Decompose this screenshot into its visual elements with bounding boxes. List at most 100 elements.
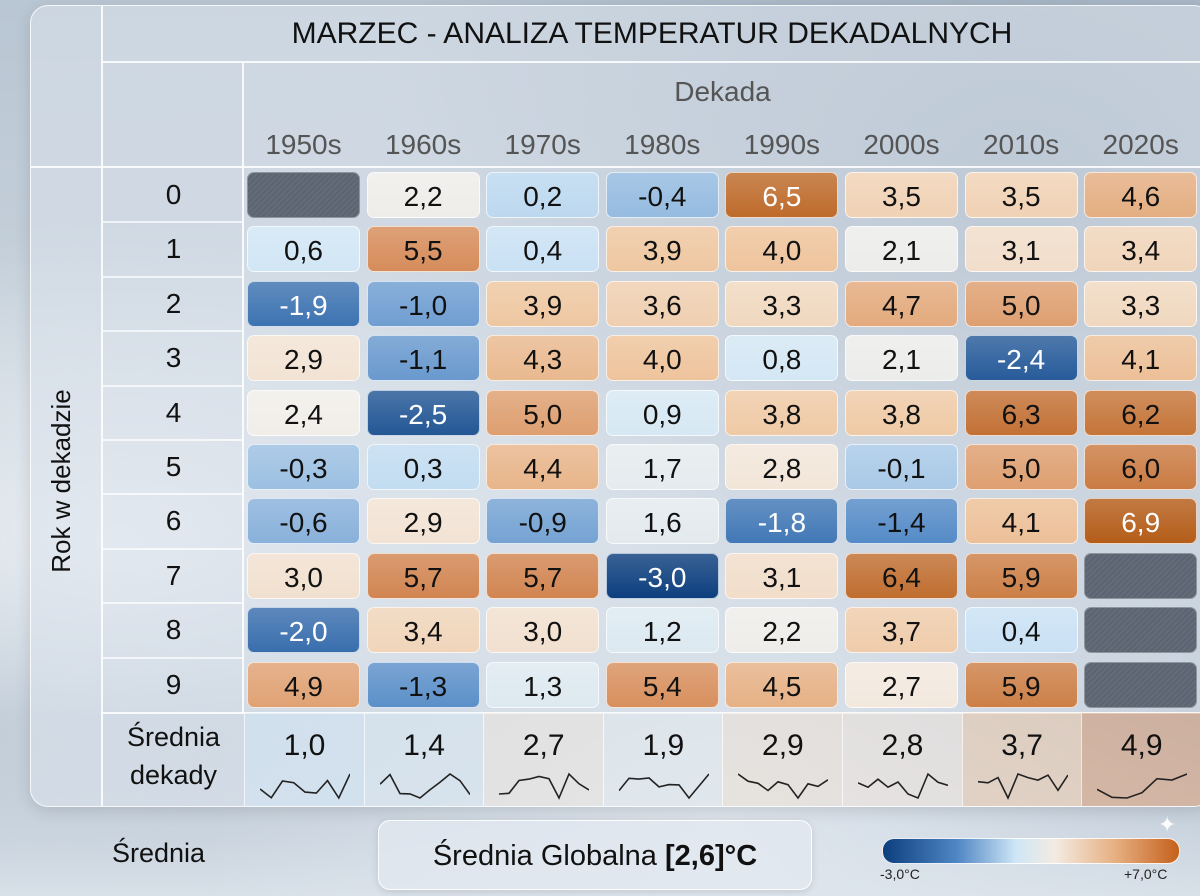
divider <box>101 61 1200 63</box>
sparkline-path <box>499 772 590 800</box>
column-header-1990s: 1990s <box>743 129 821 160</box>
summary-cell-2000s: 2,8 <box>842 713 962 806</box>
heatmap-cell: -1,4 <box>845 498 958 545</box>
summary-row-label: Średnia dekady <box>103 718 244 794</box>
heatmap-cell: 3,0 <box>486 607 600 654</box>
row-label-9: 9 <box>165 668 182 700</box>
heatmap-cell: 4,3 <box>486 335 600 382</box>
heatmap-cell: 1,3 <box>486 661 600 708</box>
heatmap-cell: -2,5 <box>366 389 480 436</box>
heatmap-cell: 3,5 <box>845 172 958 218</box>
heatmap-cell: 3,1 <box>725 552 839 599</box>
heatmap-cell: 6,0 <box>1084 444 1198 490</box>
summary-cell-1980s: 1,9 <box>602 713 723 806</box>
heatmap-cell: 3,9 <box>605 226 719 273</box>
heatmap-cell: 3,8 <box>845 389 958 436</box>
column-header-1980s: 1980s <box>624 129 701 160</box>
heatmap-cell: 3,4 <box>1084 226 1198 273</box>
heatmap-cell: 3,3 <box>725 280 839 327</box>
heatmap-cell: 4,0 <box>725 226 839 273</box>
summary-value: 3,7 <box>1001 729 1043 762</box>
heatmap-cell: 2,2 <box>725 607 839 654</box>
heatmap-cell: 5,9 <box>964 661 1078 708</box>
row-divider <box>103 493 244 496</box>
heatmap-cell: 3,8 <box>725 389 839 436</box>
summary-cell-1960s: 1,4 <box>363 713 484 806</box>
row-divider <box>103 221 244 224</box>
divider <box>31 166 1200 168</box>
heatmap-cell: 5,7 <box>486 552 600 599</box>
heatmap-cell: -1,9 <box>247 280 360 327</box>
heatmap-cell: 6,2 <box>1084 389 1198 436</box>
summary-value: 1,0 <box>283 729 326 762</box>
heatmap-cell-missing <box>247 172 360 218</box>
row-label-5: 5 <box>165 451 182 482</box>
heatmap-cell: 2,1 <box>845 226 958 273</box>
summary-value: 2,9 <box>762 729 804 762</box>
summary-value: 2,7 <box>522 729 565 762</box>
heatmap-cell: 3,7 <box>845 607 958 654</box>
row-divider <box>103 602 244 605</box>
heatmap-cell: 0,4 <box>964 607 1078 654</box>
heatmap-cell: 2,1 <box>845 335 958 382</box>
x-axis-title: Dekada <box>674 76 771 107</box>
heatmap-cell: 0,8 <box>725 335 839 382</box>
row-divider <box>103 330 244 333</box>
sparkline-path <box>618 773 709 800</box>
heatmap-cell: 4,5 <box>725 661 839 708</box>
sparkline-1980s <box>618 773 709 800</box>
heatmap-cell: 5,0 <box>964 280 1078 327</box>
heatmap-cell: -2,0 <box>247 607 360 654</box>
row-label-1: 1 <box>165 233 182 265</box>
heatmap-cell: -3,0 <box>605 552 719 599</box>
heatmap-cell: 6,5 <box>725 172 839 218</box>
summary-cell-2010s: 3,7 <box>961 713 1082 806</box>
sparkline-2000s <box>858 772 948 800</box>
heatmap-cell: 3,6 <box>605 280 719 327</box>
heatmap-cell: 1,7 <box>605 444 719 490</box>
global-average-box: Średnia Globalna [2,6]°C <box>378 820 812 890</box>
heatmap-cell: 4,1 <box>1084 335 1198 382</box>
column-header-2000s: 2000s <box>863 129 940 160</box>
row-label-2: 2 <box>165 287 182 319</box>
heatmap-cell: 4,0 <box>605 335 719 382</box>
divider <box>101 712 1200 714</box>
heatmap-cell: -1,3 <box>366 661 480 708</box>
row-label-4: 4 <box>165 396 182 428</box>
heatmap-cell: 3,0 <box>247 552 360 599</box>
legend-min-label: -3,0°C <box>880 866 920 882</box>
heatmap-cell: 4,4 <box>486 444 600 490</box>
heatmap-cell-missing <box>1084 552 1198 599</box>
heatmap-cell: 1,6 <box>605 498 719 545</box>
sparkline-2010s <box>977 772 1068 800</box>
sparkline-1990s <box>738 773 829 800</box>
row-divider <box>103 656 244 659</box>
column-header-1960s: 1960s <box>384 129 462 160</box>
column-header-1950s: 1950s <box>265 129 342 160</box>
legend-max-label: +7,0°C <box>1124 866 1168 882</box>
row-label-0: 0 <box>165 179 182 210</box>
heatmap-cell: 4,7 <box>845 280 958 327</box>
heatmap-cell: -0,3 <box>247 444 360 490</box>
heatmap-panel: MARZEC - ANALIZA TEMPERATUR DEKADALNYCH … <box>30 5 1200 807</box>
heatmap-cell: 5,0 <box>486 389 600 436</box>
summary-value: 4,9 <box>1120 729 1163 762</box>
heatmap-cell: 5,0 <box>964 444 1078 490</box>
heatmap-cell: -1,1 <box>366 335 480 382</box>
summary-cell-1970s: 2,7 <box>483 713 604 806</box>
heatmap-cell: 3,3 <box>1084 280 1198 327</box>
heatmap-cell: 6,4 <box>845 552 958 599</box>
summary-value: 1,9 <box>642 729 685 762</box>
heatmap-cell: 5,7 <box>366 552 480 599</box>
heatmap-cell: -0,1 <box>845 444 958 490</box>
heatmap-cell: 2,9 <box>247 335 360 382</box>
row-divider <box>103 439 244 441</box>
heatmap-cell: 0,9 <box>605 389 719 436</box>
heatmap-cell: 2,4 <box>247 389 360 436</box>
heatmap-cell: 4,1 <box>964 498 1078 545</box>
global-average-prefix: Średnia Globalna <box>432 840 665 872</box>
summary-value: 2,8 <box>881 729 924 762</box>
sparkline-path <box>260 773 350 800</box>
heatmap-cell: 4,9 <box>247 661 360 708</box>
summary-cell-1950s: 1,0 <box>244 713 364 806</box>
